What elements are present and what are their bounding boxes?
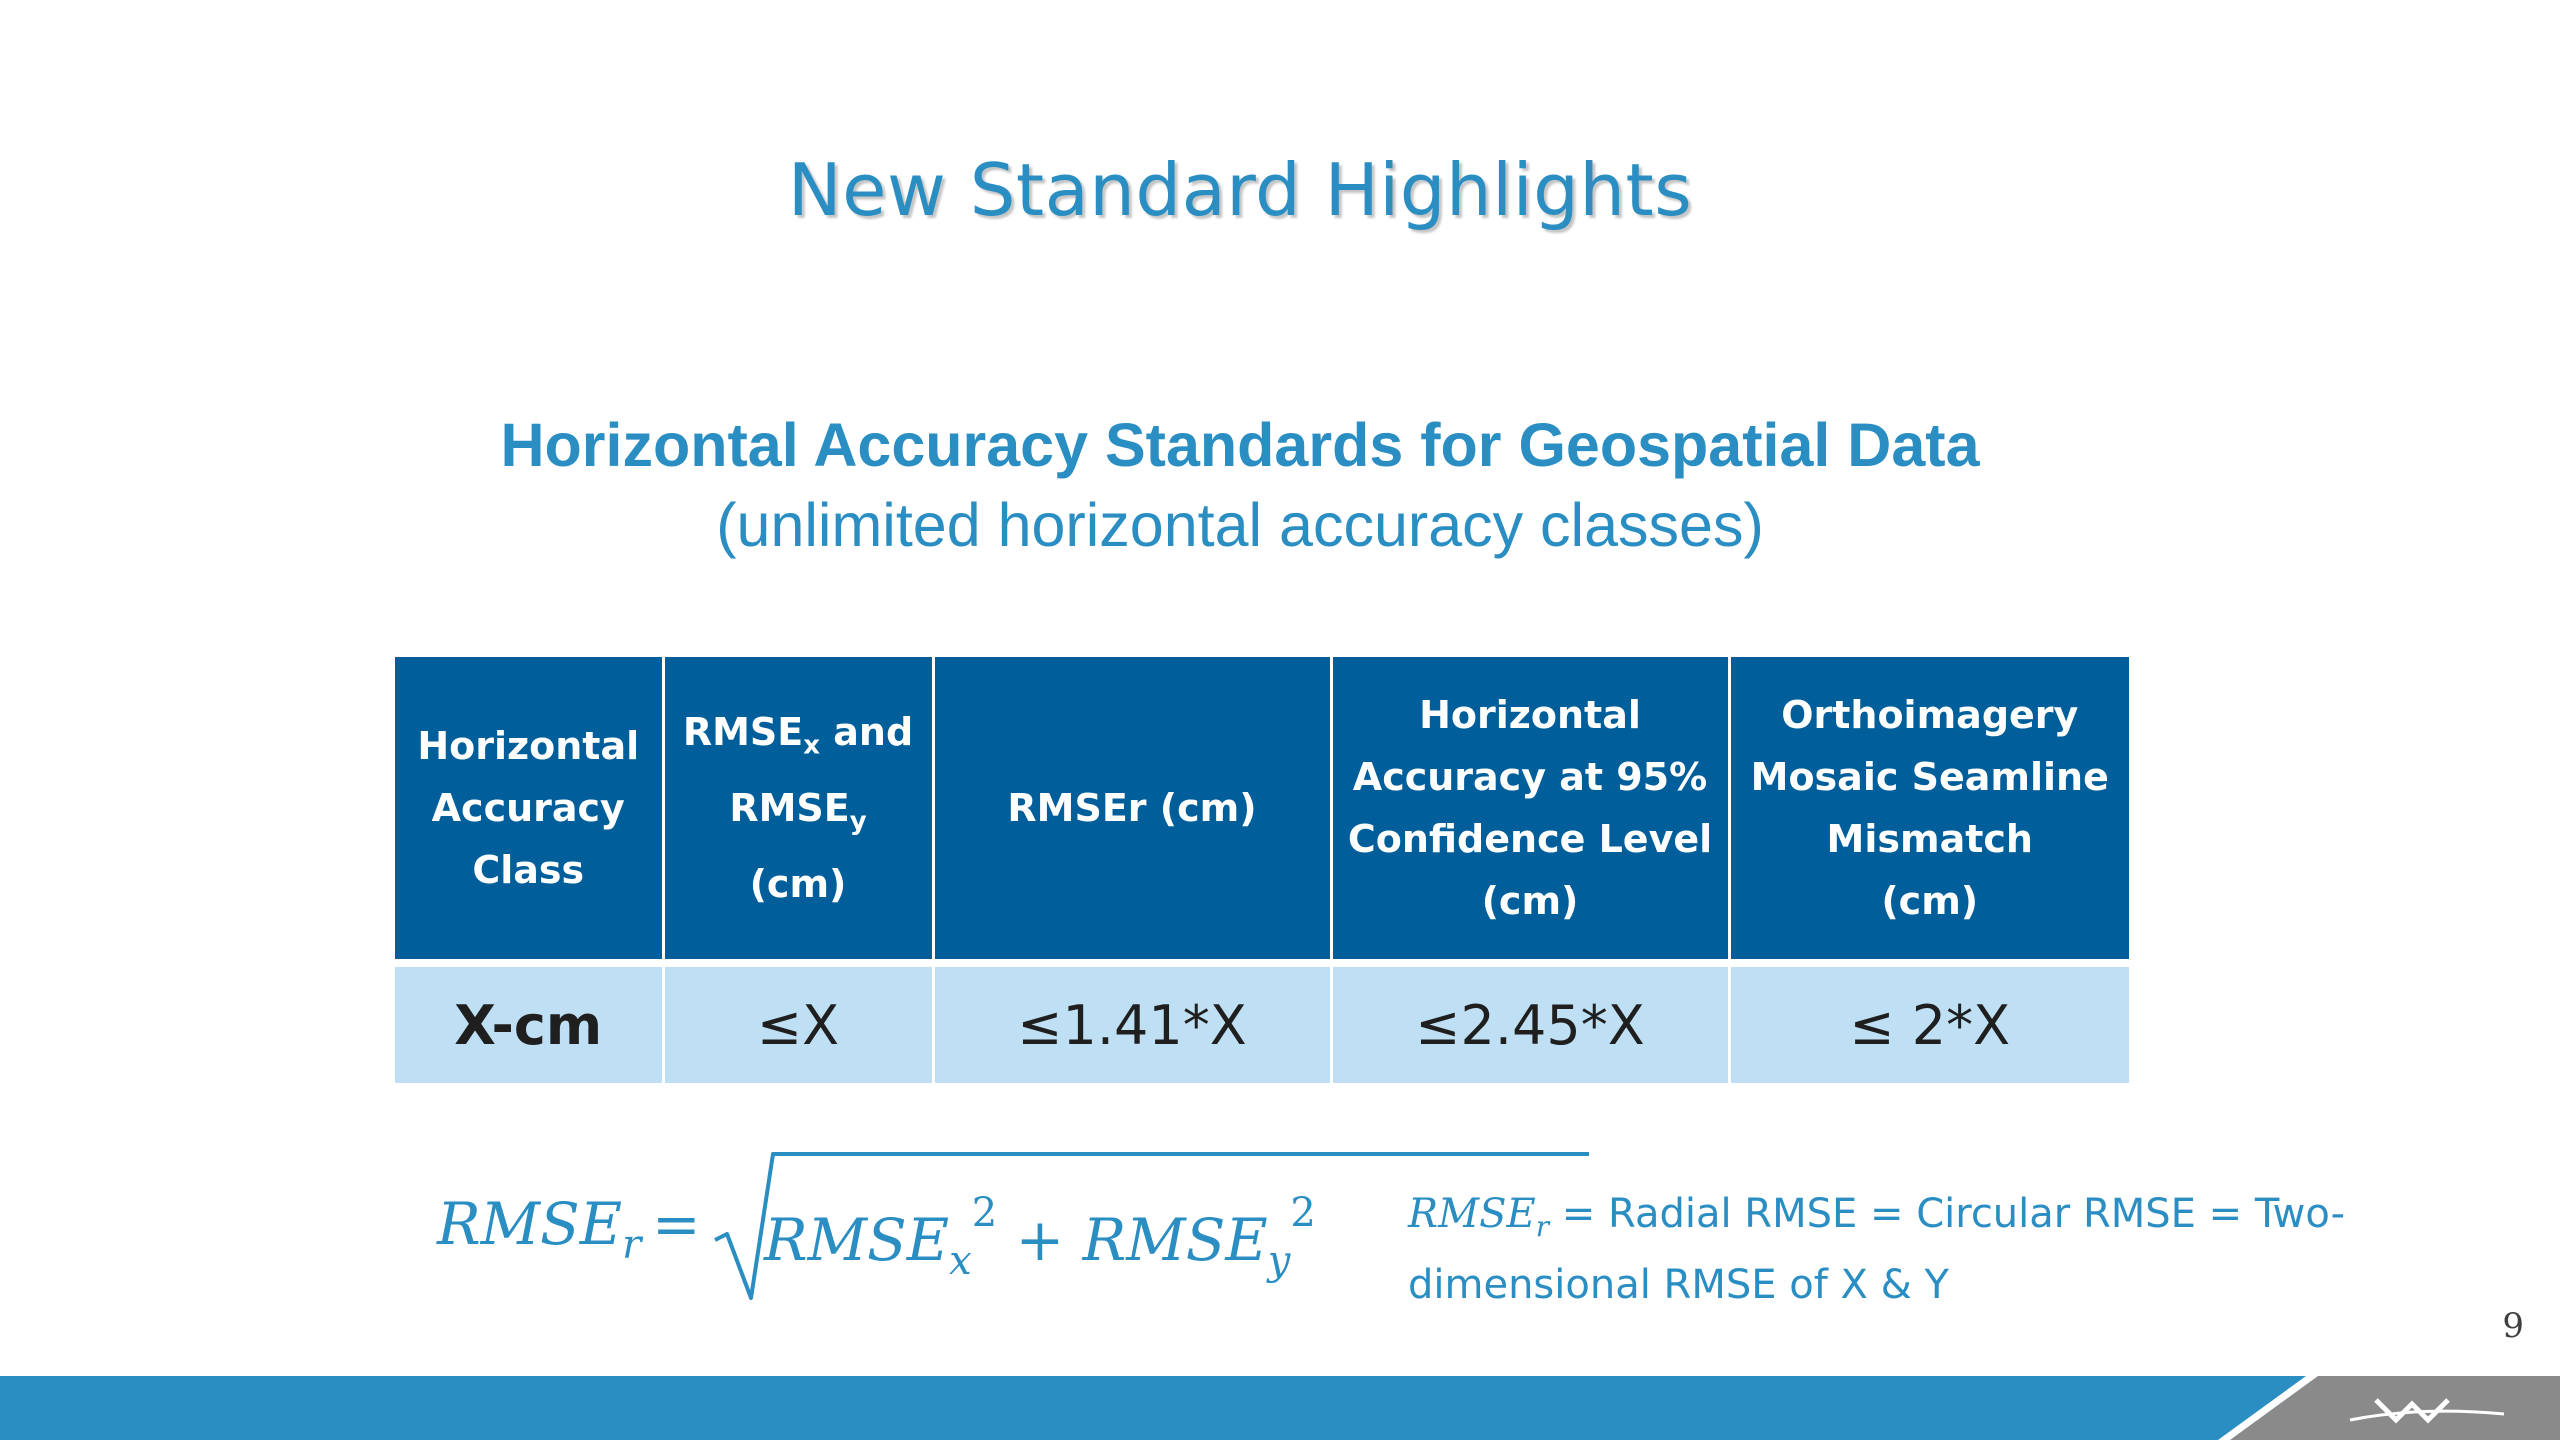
header-accuracy-95: Horizontal Accuracy at 95% Confidence Le…	[1329, 657, 1731, 963]
table-header-row: Horizontal Accuracy Class RMSEx and RMSE…	[395, 657, 2129, 963]
cell-accuracy-95: ≤2.45*X	[1329, 959, 1731, 1083]
header-rmser: RMSEr (cm)	[931, 657, 1333, 963]
formula-lhs: RMSEr	[437, 1190, 642, 1268]
table-row: X-cm ≤X ≤1.41*X ≤2.45*X ≤ 2*X	[395, 959, 2129, 1083]
header-orthoimagery-mismatch: Orthoimagery Mosaic Seamline Mismatch (c…	[1727, 657, 2129, 963]
accuracy-table: Horizontal Accuracy Class RMSEx and RMSE…	[395, 657, 2129, 1083]
table-title: Horizontal Accuracy Standards for Geospa…	[500, 411, 1980, 479]
footer-bar	[0, 1376, 2560, 1440]
square-root-icon	[714, 1152, 1589, 1300]
rmser-definition: RMSEr = Radial RMSE = Circular RMSE = Tw…	[1408, 1185, 2368, 1314]
cell-rmser: ≤1.41*X	[931, 959, 1333, 1083]
formula-radicand: RMSEx2 + RMSEy2	[764, 1190, 1316, 1284]
cell-accuracy-class: X-cm	[395, 959, 665, 1083]
definition-text-line1: = Radial RMSE = Circular RMSE = Two-	[1549, 1191, 2346, 1237]
cell-seamline-mismatch: ≤ 2*X	[1727, 959, 2129, 1083]
header-rmse-x-y: RMSEx and RMSEy (cm)	[661, 657, 935, 963]
slide-title: New Standard Highlights	[787, 148, 1693, 232]
stylized-w-logo-icon	[2349, 1398, 2505, 1424]
definition-symbol: RMSEr	[1408, 1191, 1550, 1243]
page-number: 9	[2502, 1306, 2524, 1346]
header-horizontal-accuracy-class: Horizontal Accuracy Class	[395, 657, 665, 963]
formula-equals: =	[652, 1190, 701, 1258]
cell-rmse-xy: ≤X	[661, 959, 935, 1083]
table-subtitle: (unlimited horizontal accuracy classes)	[716, 491, 1764, 559]
definition-text-line2: dimensional RMSE of X & Y	[1408, 1262, 1949, 1308]
